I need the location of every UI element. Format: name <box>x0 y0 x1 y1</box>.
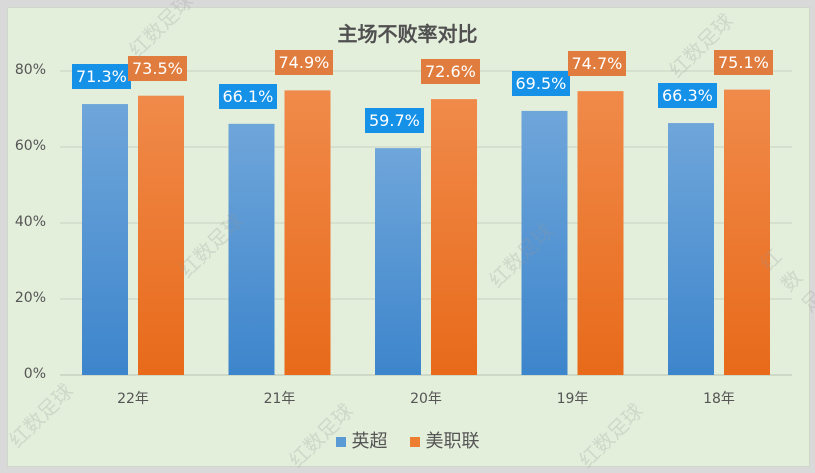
bar-mls <box>284 90 331 375</box>
data-label: 66.1% <box>218 83 278 109</box>
y-tick-label: 40% <box>14 214 46 230</box>
y-tick-label: 80% <box>14 62 46 78</box>
legend: 英超 美职联 <box>0 427 815 453</box>
bar-mls <box>431 99 477 376</box>
data-label: 59.7% <box>365 108 424 134</box>
bar-epl <box>82 104 128 375</box>
legend-swatch-blue <box>335 437 346 447</box>
legend-label: 英超 <box>351 431 388 452</box>
data-label: 73.5% <box>128 55 187 81</box>
data-label: 75.1% <box>714 49 773 75</box>
legend-item-epl: 英超 <box>335 427 388 453</box>
bar-epl <box>228 123 275 375</box>
x-tick-label: 19年 <box>556 391 589 407</box>
y-tick-label: 20% <box>14 290 46 306</box>
data-label: 72.6% <box>421 59 480 85</box>
bar-epl <box>521 110 568 376</box>
y-tick-label: 60% <box>14 138 46 154</box>
bar-epl <box>375 148 421 375</box>
bar-epl <box>668 123 714 375</box>
x-tick-label: 22年 <box>117 391 149 407</box>
data-label: 74.9% <box>274 50 334 76</box>
bar-mls <box>138 95 184 375</box>
y-tick-label: 0% <box>23 366 46 382</box>
bar-mls <box>724 89 770 376</box>
legend-swatch-orange <box>409 437 420 447</box>
data-label: 74.7% <box>567 51 627 77</box>
x-tick-label: 18年 <box>703 391 735 407</box>
data-label: 71.3% <box>72 64 131 90</box>
legend-item-mls: 美职联 <box>409 427 480 453</box>
x-tick-label: 21年 <box>263 391 296 407</box>
data-label: 66.3% <box>658 83 717 109</box>
chart-title: 主场不败率对比 <box>337 22 478 46</box>
x-tick-label: 20年 <box>410 391 442 407</box>
legend-label: 美职联 <box>425 431 480 452</box>
bar-mls <box>577 91 624 375</box>
data-label: 69.5% <box>511 70 571 96</box>
